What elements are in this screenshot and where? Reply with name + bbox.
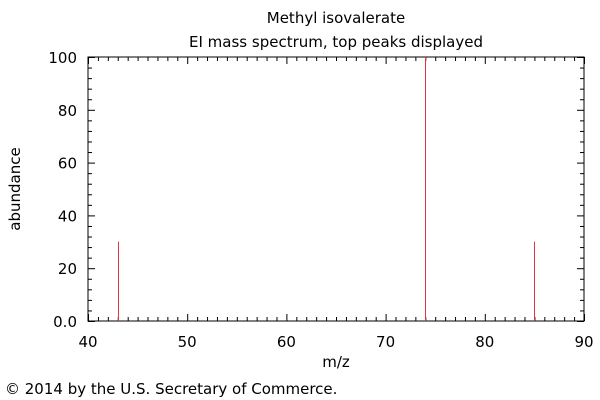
y-tick-label: 100 xyxy=(48,49,77,67)
y-tick-label: 80 xyxy=(58,102,77,120)
y-tick-label: 40 xyxy=(58,207,77,225)
plot-frame xyxy=(87,56,585,322)
y-axis-label: abundance xyxy=(6,147,24,230)
x-tick-label: 90 xyxy=(574,333,593,351)
chart-title: Methyl isovalerate xyxy=(266,9,406,27)
y-tick-label: 60 xyxy=(58,155,77,173)
axis-ticks: 40 50 60 70 80 90 0.0 20 40 60 80 100 xyxy=(48,49,593,351)
chart-subtitle: EI mass spectrum, top peaks displayed xyxy=(189,33,483,51)
x-tick-label: 40 xyxy=(78,333,97,351)
x-tick-label: 80 xyxy=(475,333,494,351)
peak-lines xyxy=(118,57,535,321)
x-tick-label: 50 xyxy=(178,333,197,351)
x-tick-label: 60 xyxy=(277,333,296,351)
x-axis-label: m/z xyxy=(322,353,350,371)
copyright-notice: © 2014 by the U.S. Secretary of Commerce… xyxy=(5,380,338,398)
y-tick-label: 20 xyxy=(58,260,77,278)
x-tick-label: 70 xyxy=(376,333,395,351)
y-tick-label: 0.0 xyxy=(53,313,77,331)
